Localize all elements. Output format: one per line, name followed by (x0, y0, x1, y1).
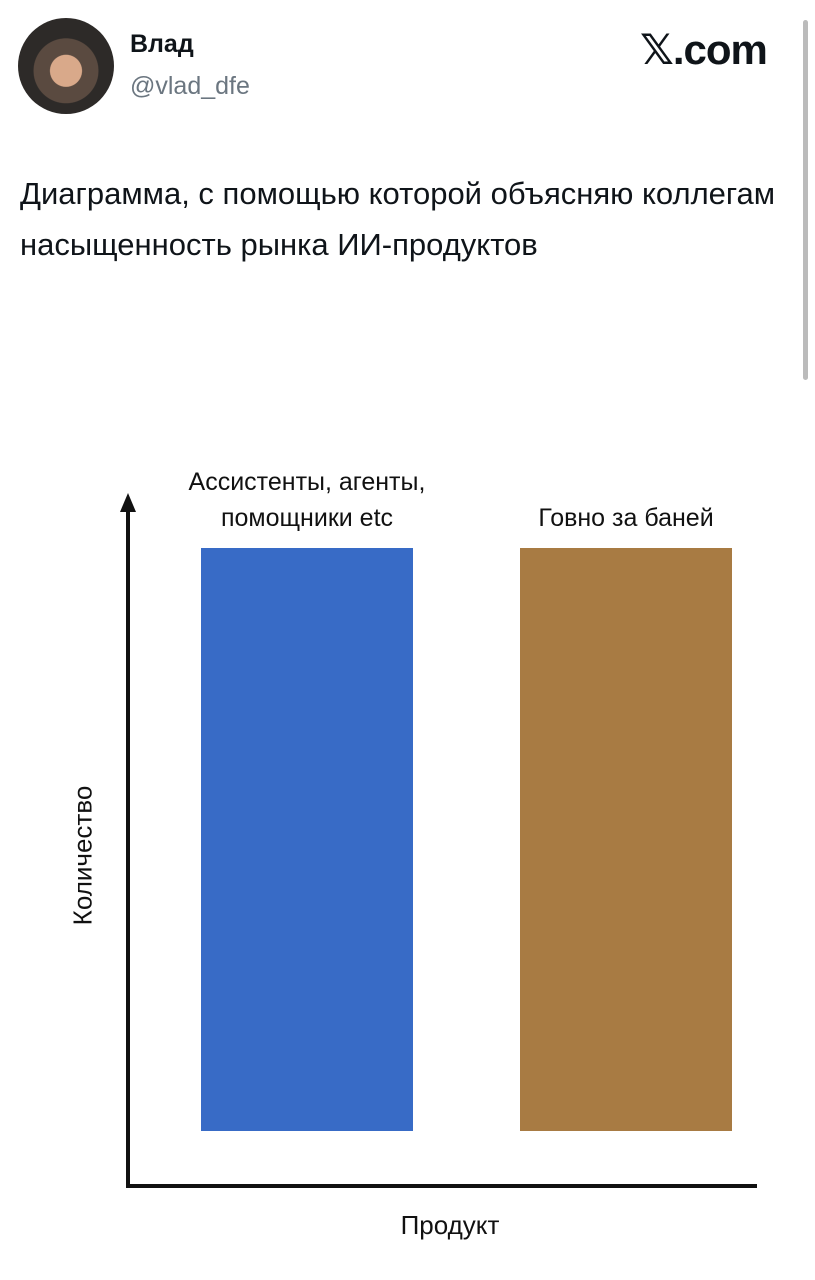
bar (520, 548, 732, 1131)
y-axis-label: Количество (67, 785, 98, 926)
x-axis-label: Продукт (400, 1210, 500, 1240)
y-axis-arrow (120, 493, 136, 512)
category-label: Говно за баней (538, 504, 714, 532)
tweet-text: Диаграмма, с помощью которой объясняю ко… (20, 176, 776, 262)
bar (201, 548, 413, 1131)
brand: 𝕏.com (640, 26, 768, 73)
author-handle[interactable]: @vlad_dfe (130, 72, 250, 100)
avatar[interactable] (18, 18, 114, 114)
scrollbar[interactable] (803, 20, 808, 380)
author-name[interactable]: Влад (130, 30, 194, 58)
category-label: Ассистенты, агенты, помощники etc (188, 468, 426, 532)
